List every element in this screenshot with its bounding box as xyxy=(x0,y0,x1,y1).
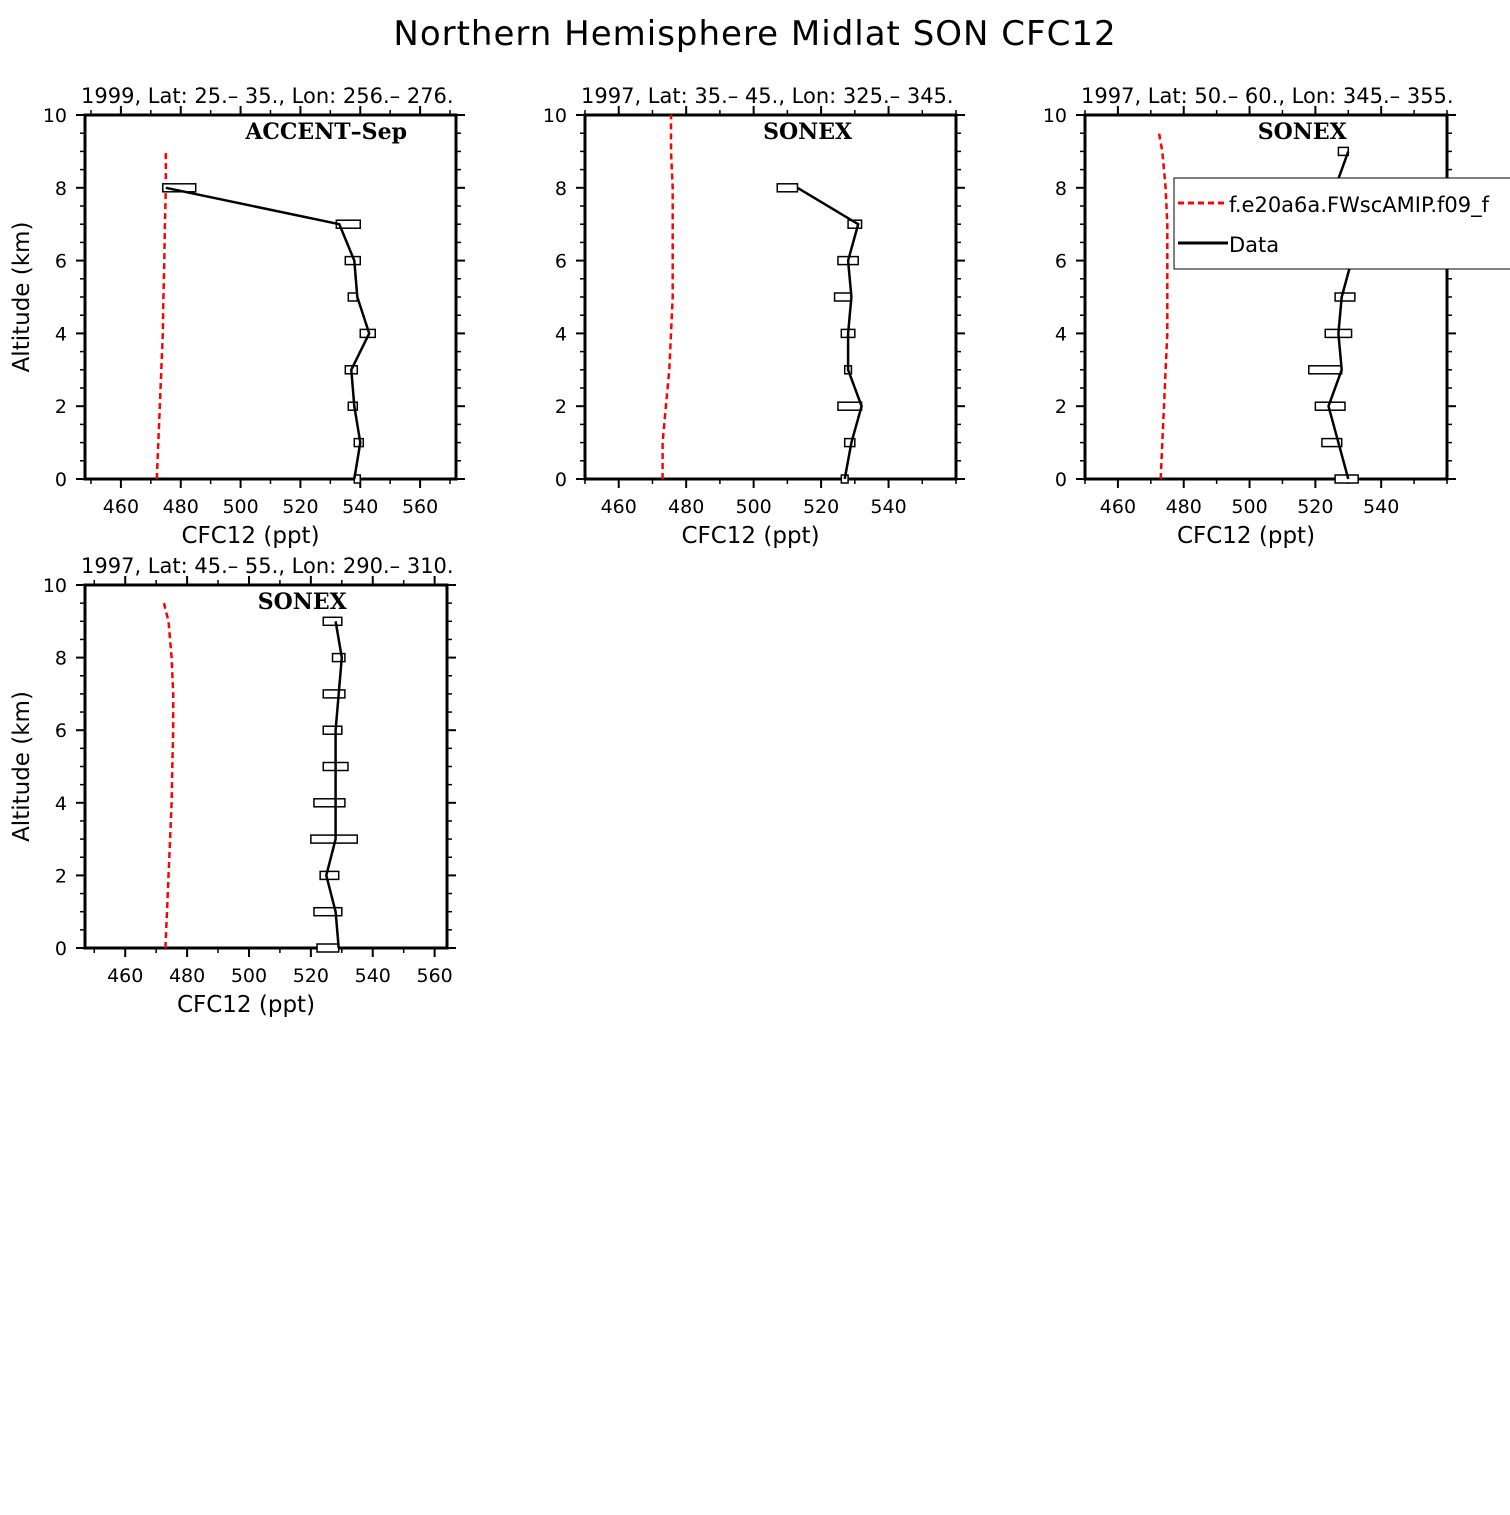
panel-2-x-tick-label: 520 xyxy=(803,496,839,518)
panel-4-data-range-box xyxy=(316,943,340,953)
panel-4-y-tick-label: 6 xyxy=(55,720,67,742)
panel-4-data-range-box xyxy=(319,870,340,881)
panel-2-y-tick-label: 0 xyxy=(555,469,567,491)
panel-1-campaign-label: ACCENT–Sep xyxy=(244,119,407,145)
panel-4-x-axis-label: CFC12 (ppt) xyxy=(177,992,315,1018)
panel-2-data-range-box xyxy=(833,292,853,302)
panel-1: 1999, Lat: 25.– 35., Lon: 256.– 276.460 4… xyxy=(9,84,465,549)
panel-2-data-range-box xyxy=(776,183,799,193)
panel-1-frame xyxy=(83,113,458,481)
panel-3-model-line xyxy=(1157,132,1169,480)
panel-1-y-tick-label: 8 xyxy=(55,178,67,200)
panel-2-y-tick-label: 10 xyxy=(543,105,567,127)
panel-4-y-tick-label: 8 xyxy=(55,648,67,670)
panel-1-y-tick-label: 4 xyxy=(55,323,67,345)
panel-4-y-axis-label: Altitude (km) xyxy=(9,691,35,842)
panel-4-y-tick-label: 10 xyxy=(43,575,67,597)
panel-2: 1997, Lat: 35.– 45., Lon: 325.– 345.460 4… xyxy=(543,84,965,549)
panel-4-x-tick-label: 560 xyxy=(416,965,452,987)
panel-1-x-tick-label: 560 xyxy=(402,496,438,518)
panel-2-y-tick-label: 8 xyxy=(555,178,567,200)
panel-1-y-tick-label: 10 xyxy=(43,105,67,127)
panel-3-campaign-label: SONEX xyxy=(1258,119,1348,145)
panel-4-data-range-box xyxy=(313,906,343,917)
panel-4: 1997, Lat: 45.– 55., Lon: 290.– 310.460 4… xyxy=(9,554,456,1018)
panel-3: 1997, Lat: 50.– 60., Lon: 345.– 355.460 4… xyxy=(1043,84,1456,549)
panel-4-data-range-box xyxy=(322,725,343,735)
legend-data-label: Data xyxy=(1229,233,1279,257)
panel-4-data-range-box xyxy=(322,616,343,627)
panel-4-campaign-label: SONEX xyxy=(258,589,348,615)
panel-1-x-tick-label: 540 xyxy=(342,496,378,518)
panel-2-x-tick-label: 500 xyxy=(736,496,772,518)
panel-3-data-range-box xyxy=(1321,437,1343,448)
panel-4-data-range-box xyxy=(322,689,346,699)
panel-2-campaign-label: SONEX xyxy=(763,119,853,145)
legend-model-label: f.e20a6a.FWscAMIP.f09_f xyxy=(1229,193,1490,218)
panel-4-data-line xyxy=(325,621,344,949)
panel-1-x-axis-label: CFC12 (ppt) xyxy=(181,523,319,549)
panel-2-data-range-box xyxy=(837,401,863,411)
panel-3-x-tick-label: 480 xyxy=(1166,496,1202,518)
panel-4-x-tick-label: 500 xyxy=(231,965,267,987)
panel-1-x-tick-label: 500 xyxy=(222,496,258,518)
panel-4-x-tick-label: 460 xyxy=(107,965,143,987)
panel-3-data-range-box xyxy=(1308,365,1343,375)
panel-3-y-tick-label: 2 xyxy=(1055,396,1067,418)
panel-1-data-range-box xyxy=(353,474,362,484)
panel-3-x-tick-label: 460 xyxy=(1100,496,1136,518)
panel-3-y-tick-label: 8 xyxy=(1055,178,1067,200)
panel-3-x-axis-label: CFC12 (ppt) xyxy=(1177,523,1315,549)
panel-3-frame xyxy=(1083,113,1449,481)
panel-2-x-tick-label: 480 xyxy=(668,496,704,518)
panel-2-x-axis-label: CFC12 (ppt) xyxy=(681,523,819,549)
panel-2-frame xyxy=(583,113,958,481)
panel-2-model-line xyxy=(661,115,674,479)
panel-1-y-axis-label: Altitude (km) xyxy=(9,222,35,373)
panel-4-x-tick-label: 520 xyxy=(293,965,329,987)
panel-4-x-tick-label: 480 xyxy=(169,965,205,987)
panel-3-y-tick-label: 4 xyxy=(1055,323,1067,345)
legend-frame xyxy=(1173,177,1510,270)
panel-3-y-tick-label: 0 xyxy=(1055,469,1067,491)
panel-4-data-range-box xyxy=(331,652,346,663)
panel-4-frame xyxy=(83,583,449,950)
panel-2-x-tick-label: 540 xyxy=(870,496,906,518)
panel-2-y-tick-label: 4 xyxy=(555,323,567,345)
panel-2-x-tick-label: 460 xyxy=(601,496,637,518)
panel-4-x-tick-label: 540 xyxy=(355,965,391,987)
panel-3-x-tick-label: 540 xyxy=(1363,496,1399,518)
panel-4-y-tick-label: 2 xyxy=(55,865,67,887)
panel-4-y-tick-label: 4 xyxy=(55,793,67,815)
figure-title: Northern Hemisphere Midlat SON CFC12 xyxy=(393,14,1116,54)
panel-1-y-tick-label: 0 xyxy=(55,469,67,491)
panel-3-subtitle: 1997, Lat: 50.– 60., Lon: 345.– 355. xyxy=(1081,84,1454,108)
panels: 1999, Lat: 25.– 35., Lon: 256.– 276.460 4… xyxy=(9,84,1456,1018)
panel-3-x-tick-label: 500 xyxy=(1231,496,1267,518)
panel-2-data-range-box xyxy=(847,219,863,229)
panel-3-y-tick-label: 6 xyxy=(1055,251,1067,273)
panel-4-data-range-box xyxy=(313,798,346,808)
panel-1-y-tick-label: 6 xyxy=(55,251,67,273)
panel-1-x-tick-label: 460 xyxy=(103,496,139,518)
panel-3-x-tick-label: 520 xyxy=(1297,496,1333,518)
panel-1-x-tick-label: 480 xyxy=(163,496,199,518)
panel-1-y-tick-label: 2 xyxy=(55,396,67,418)
panel-3-y-tick-label: 10 xyxy=(1043,105,1067,127)
panel-1-model-line xyxy=(155,151,168,480)
panel-3-data-range-box xyxy=(1334,292,1356,302)
panel-1-subtitle: 1999, Lat: 25.– 35., Lon: 256.– 276. xyxy=(81,84,454,108)
panel-1-data-line xyxy=(165,186,371,480)
panel-4-model-line xyxy=(162,602,175,949)
panel-4-y-tick-label: 0 xyxy=(55,938,67,960)
panel-1-x-tick-label: 520 xyxy=(282,496,318,518)
legend: f.e20a6a.FWscAMIP.f09_f Data xyxy=(1173,177,1510,270)
panel-4-subtitle: 1997, Lat: 45.– 55., Lon: 290.– 310. xyxy=(81,554,454,578)
panel-2-y-tick-label: 6 xyxy=(555,251,567,273)
panel-2-subtitle: 1997, Lat: 35.– 45., Lon: 325.– 345. xyxy=(581,84,954,108)
panel-2-data-line xyxy=(796,186,863,480)
panel-2-y-tick-label: 2 xyxy=(555,396,567,418)
